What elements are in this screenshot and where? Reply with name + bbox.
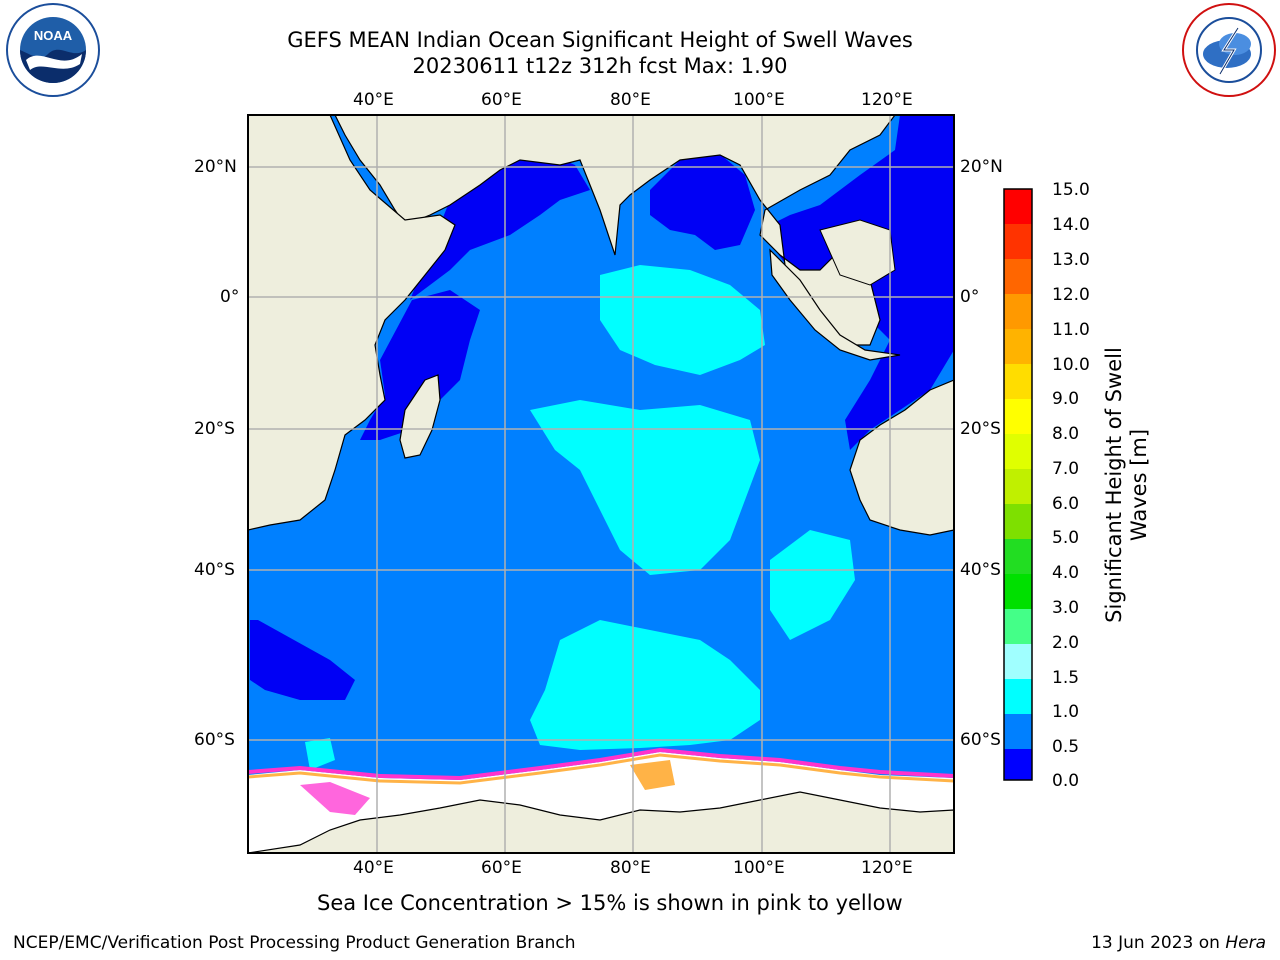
lat-label-right-0: 0° <box>960 287 980 307</box>
colorbar-bin-14 <box>1004 224 1032 259</box>
land-madagascar <box>399 374 441 459</box>
footer-credit: NCEP/EMC/Verification Post Processing Pr… <box>13 933 576 953</box>
colorbar-label-line1: Significant Height of Swell <box>1102 347 1126 623</box>
lon-label-top-100e: 100°E <box>733 90 785 110</box>
colorbar-tick: 11.0 <box>1052 320 1090 340</box>
lat-label-right-40s: 40°S <box>960 560 1001 580</box>
chart-title: GEFS MEAN Indian Ocean Significant Heigh… <box>287 28 913 52</box>
low-swell-east-africa <box>360 290 480 440</box>
nws-logo <box>1182 3 1276 97</box>
colorbar-tick: 3.0 <box>1052 598 1080 618</box>
colorbar-label: Significant Height of Swell Waves [m] <box>1102 315 1152 655</box>
sea-ice-edge-orange <box>248 753 954 785</box>
graticule <box>248 115 954 853</box>
colorbar-bin-0-5 <box>1004 749 1032 780</box>
colorbar-bin-1 <box>1004 714 1032 749</box>
lon-label-top-80e: 80°E <box>610 90 651 110</box>
colorbar-tick: 8.0 <box>1052 424 1080 444</box>
colorbar-tick: 14.0 <box>1052 215 1090 235</box>
low-swell-south-west <box>250 620 355 700</box>
colorbar <box>1003 188 1033 781</box>
lon-label-top-60e: 60°E <box>481 90 522 110</box>
colorbar-bin-8 <box>1004 434 1032 469</box>
lon-label-bottom-60e: 60°E <box>481 858 522 878</box>
low-swell-arabian-sea <box>410 140 590 300</box>
colorbar-bin-3 <box>1004 609 1032 644</box>
land-australia <box>849 379 954 536</box>
lat-label-left-20s: 20°S <box>194 419 235 439</box>
colorbar-bin-1-5 <box>1004 679 1032 714</box>
colorbar-bin-5 <box>1004 539 1032 574</box>
lon-label-top-40e: 40°E <box>353 90 394 110</box>
lon-label-bottom-100e: 100°E <box>733 858 785 878</box>
colorbar-tick: 13.0 <box>1052 250 1090 270</box>
colorbar-tick: 1.5 <box>1052 668 1080 688</box>
lon-label-bottom-120e: 120°E <box>861 858 913 878</box>
colorbar-frame <box>1003 188 1033 781</box>
colorbar-bin-15 <box>1004 189 1032 224</box>
colorbar-tick: 15.0 <box>1052 180 1090 200</box>
sea-ice-orange-patch <box>630 760 675 790</box>
land-sumatra-java <box>769 248 901 361</box>
lon-label-bottom-80e: 80°E <box>610 858 651 878</box>
colorbar-tick: 6.0 <box>1052 494 1080 514</box>
colorbar-bin-9 <box>1004 399 1032 434</box>
sea-ice-pink-patch <box>300 782 370 815</box>
lat-label-left-20n: 20°N <box>194 157 237 177</box>
swell-patch-central <box>530 400 760 575</box>
colorbar-tick: 0.5 <box>1052 737 1080 757</box>
colorbar-bin-7 <box>1004 469 1032 504</box>
lat-label-left-0: 0° <box>220 287 240 307</box>
colorbar-tick: 7.0 <box>1052 459 1080 479</box>
chart-subtitle: 20230611 t12z 312h fcst Max: 1.90 <box>412 54 788 78</box>
lon-label-top-120e: 120°E <box>861 90 913 110</box>
colorbar-bin-2 <box>1004 644 1032 679</box>
colorbar-tick: 5.0 <box>1052 528 1080 548</box>
colorbar-bin-10 <box>1004 364 1032 399</box>
colorbar-tick: 0.0 <box>1052 771 1080 791</box>
lat-label-right-20s: 20°S <box>960 419 1001 439</box>
swell-patch-equatorial <box>600 265 765 375</box>
sea-ice-edge-pink <box>248 747 954 781</box>
footer-date-text: 13 Jun 2023 on <box>1091 933 1226 953</box>
footer-host: Hera <box>1225 933 1266 953</box>
colorbar-tick: 2.0 <box>1052 633 1080 653</box>
colorbar-tick: 9.0 <box>1052 389 1080 409</box>
colorbar-tick: 1.0 <box>1052 702 1080 722</box>
colorbar-bin-13 <box>1004 259 1032 294</box>
colorbar-bin-4 <box>1004 574 1032 609</box>
land-africa-arabia <box>248 115 896 346</box>
sea-ice-caption: Sea Ice Concentration > 15% is shown in … <box>317 891 903 915</box>
footer-date: 13 Jun 2023 on Hera <box>1091 933 1266 953</box>
swell-patch-sw-small <box>305 738 335 770</box>
colorbar-bin-11 <box>1004 329 1032 364</box>
noaa-logo: NOAA <box>6 3 100 97</box>
colorbar-label-line2: Waves [m] <box>1127 428 1151 542</box>
lon-label-bottom-40e: 40°E <box>353 858 394 878</box>
map-frame <box>247 114 955 854</box>
lat-label-right-60s: 60°S <box>960 730 1001 750</box>
lat-label-left-40s: 40°S <box>194 560 235 580</box>
land-borneo-sea <box>819 219 896 286</box>
lat-label-left-60s: 60°S <box>194 730 235 750</box>
low-swell-bay-of-bengal <box>650 150 755 250</box>
colorbar-tick: 12.0 <box>1052 285 1090 305</box>
land-antarctica <box>248 791 954 853</box>
colorbar-tick: 4.0 <box>1052 563 1080 583</box>
colorbar-tick: 10.0 <box>1052 355 1090 375</box>
swell-patch-east <box>770 530 855 640</box>
colorbar-bin-6 <box>1004 504 1032 539</box>
colorbar-bin-12 <box>1004 294 1032 329</box>
noaa-logo-text: NOAA <box>34 28 73 43</box>
land-africa-east-coast <box>248 115 456 531</box>
lat-label-right-20n: 20°N <box>960 157 1003 177</box>
swell-patch-southern <box>530 620 760 750</box>
